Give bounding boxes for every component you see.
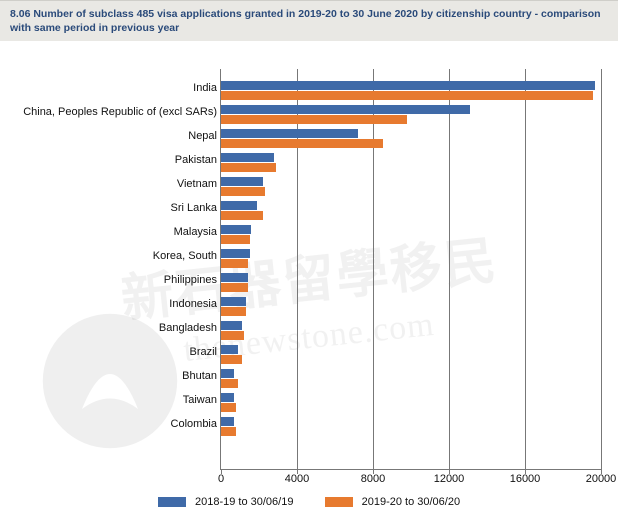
bar-s0	[221, 129, 358, 138]
bar-s1	[221, 187, 265, 196]
x-tick-label: 4000	[285, 473, 309, 485]
bar-s0	[221, 177, 263, 186]
category-label: Indonesia	[7, 298, 217, 310]
bar-s0	[221, 345, 238, 354]
bar-s0	[221, 393, 234, 402]
bar-s0	[221, 369, 234, 378]
bar-row: Brazil	[221, 341, 601, 365]
chart-title: 8.06 Number of subclass 485 visa applica…	[10, 7, 608, 35]
bar-s1	[221, 283, 248, 292]
bar-s0	[221, 417, 234, 426]
bar-s1	[221, 355, 242, 364]
bar-row: India	[221, 77, 601, 101]
bar-row: Malaysia	[221, 221, 601, 245]
bar-s1	[221, 331, 244, 340]
bar-row: Taiwan	[221, 389, 601, 413]
bar-row: China, Peoples Republic of (excl SARs)	[221, 101, 601, 125]
bar-s0	[221, 105, 470, 114]
bar-s1	[221, 115, 407, 124]
bar-row: Korea, South	[221, 245, 601, 269]
bar-row: Nepal	[221, 125, 601, 149]
bar-row: Bangladesh	[221, 317, 601, 341]
category-label: Bhutan	[7, 370, 217, 382]
category-label: China, Peoples Republic of (excl SARs)	[7, 106, 217, 118]
legend-swatch-1	[325, 497, 353, 507]
category-label: Korea, South	[7, 250, 217, 262]
bar-row: Colombia	[221, 413, 601, 437]
category-label: Colombia	[7, 418, 217, 430]
bar-s1	[221, 235, 250, 244]
bar-s1	[221, 403, 236, 412]
bar-s1	[221, 379, 238, 388]
x-tick-label: 0	[218, 473, 224, 485]
legend-label-0: 2018-19 to 30/06/19	[195, 496, 293, 508]
bar-row: Sri Lanka	[221, 197, 601, 221]
bar-s1	[221, 91, 593, 100]
bar-s1	[221, 259, 248, 268]
bar-row: Bhutan	[221, 365, 601, 389]
category-label: Philippines	[7, 274, 217, 286]
bar-row: Vietnam	[221, 173, 601, 197]
category-label: Sri Lanka	[7, 202, 217, 214]
bar-s0	[221, 81, 595, 90]
bar-row: Philippines	[221, 269, 601, 293]
legend-item-0: 2018-19 to 30/06/19	[158, 496, 294, 508]
category-label: Brazil	[7, 346, 217, 358]
bar-s1	[221, 427, 236, 436]
x-tick-label: 8000	[361, 473, 385, 485]
legend-item-1: 2019-20 to 30/06/20	[325, 496, 461, 508]
bar-s1	[221, 211, 263, 220]
category-label: Malaysia	[7, 226, 217, 238]
x-tick-label: 16000	[510, 473, 541, 485]
bar-row: Indonesia	[221, 293, 601, 317]
category-label: Nepal	[7, 130, 217, 142]
category-label: Vietnam	[7, 178, 217, 190]
bar-row: Pakistan	[221, 149, 601, 173]
category-label: India	[7, 82, 217, 94]
plot-area: 040008000120001600020000IndiaChina, Peop…	[220, 69, 601, 470]
bar-s0	[221, 153, 274, 162]
category-label: Pakistan	[7, 154, 217, 166]
bar-s0	[221, 297, 246, 306]
bar-s0	[221, 273, 248, 282]
bar-s0	[221, 321, 242, 330]
bar-s0	[221, 225, 251, 234]
chart-title-bar: 8.06 Number of subclass 485 visa applica…	[0, 0, 618, 41]
bar-s0	[221, 201, 257, 210]
chart-legend: 2018-19 to 30/06/19 2019-20 to 30/06/20	[0, 496, 618, 508]
gridline	[601, 69, 602, 469]
bar-s1	[221, 307, 246, 316]
x-tick-label: 12000	[434, 473, 465, 485]
legend-swatch-0	[158, 497, 186, 507]
x-tick-label: 20000	[586, 473, 617, 485]
bar-s1	[221, 139, 383, 148]
chart-container: 新石器留學移民 thenewstone.com 0400080001200016…	[0, 41, 618, 491]
category-label: Bangladesh	[7, 322, 217, 334]
legend-label-1: 2019-20 to 30/06/20	[362, 496, 460, 508]
bar-s1	[221, 163, 276, 172]
category-label: Taiwan	[7, 394, 217, 406]
bar-s0	[221, 249, 250, 258]
